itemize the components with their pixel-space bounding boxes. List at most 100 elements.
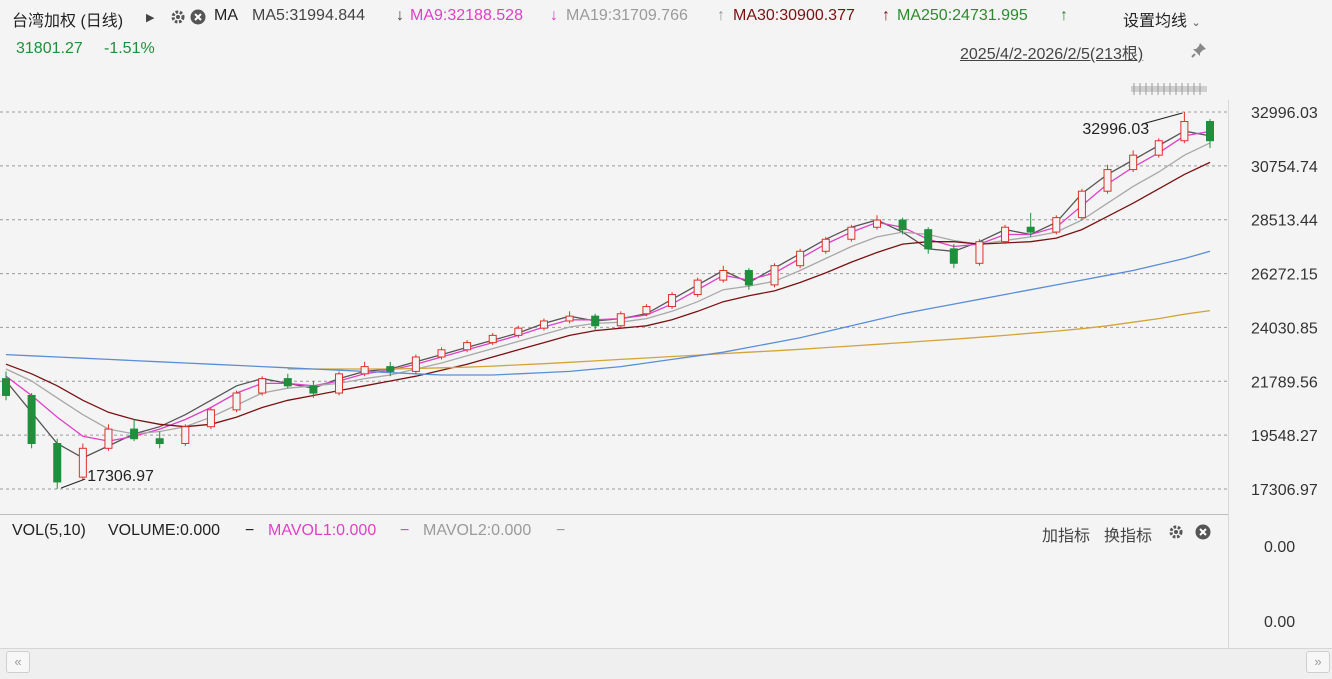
candle-body — [463, 342, 472, 351]
gear-icon[interactable] — [170, 9, 186, 30]
ma9-arrow: ↓ — [550, 7, 558, 24]
candle-body — [1180, 121, 1189, 142]
volume-value: VOLUME:0.000 — [108, 522, 221, 539]
max-label: 32996.03 — [1082, 121, 1149, 138]
candle-body — [821, 238, 830, 252]
y-tick-label: 24030.85 — [1251, 320, 1318, 337]
change-percent: -1.51% — [104, 40, 155, 57]
mavol2-dash: − — [556, 522, 566, 539]
candle-body — [514, 327, 523, 336]
ma-line-2 — [5, 142, 1211, 435]
candle-body — [258, 378, 267, 394]
candle-body — [155, 438, 164, 445]
time-axis — [0, 648, 1332, 679]
candle-body — [130, 428, 139, 440]
ma-line-3 — [5, 161, 1211, 428]
candle-body — [847, 226, 856, 240]
min-arrow — [61, 478, 86, 489]
min-label: 17306.97 — [87, 468, 154, 485]
ma-line-4 — [287, 309, 1211, 370]
ma-line-1 — [5, 130, 1211, 442]
candle-body — [949, 248, 958, 264]
y-tick-label: 28513.44 — [1251, 213, 1318, 230]
pin-icon[interactable] — [1190, 41, 1208, 64]
scroll-left-icon[interactable]: « — [6, 651, 30, 673]
settings-ma-button[interactable]: 设置均线 ⌄ — [1123, 7, 1201, 31]
candle-body — [27, 394, 36, 445]
candle-body — [1206, 121, 1214, 142]
ruler-icon — [1131, 82, 1207, 100]
candle-body — [78, 447, 87, 478]
ma5-value: MA5:31994.844 — [252, 7, 365, 24]
candle-body — [2, 378, 10, 396]
ma5-arrow: ↓ — [396, 7, 404, 24]
candle-body — [53, 443, 62, 483]
candle-body — [232, 392, 241, 411]
volume-gear-icon[interactable] — [1168, 524, 1184, 545]
scroll-right-icon[interactable]: » — [1306, 651, 1330, 673]
switch-indicator-button[interactable]: 换指标 — [1104, 528, 1153, 545]
candle-body — [104, 428, 113, 449]
date-range[interactable]: 2025/4/2-2026/2/5(213根) — [960, 46, 1144, 63]
candle-body — [616, 313, 625, 327]
vol-ytick-bottom: 0.00 — [1264, 614, 1296, 631]
y-tick-label: 21789.56 — [1251, 374, 1318, 391]
candle-body — [360, 366, 369, 375]
volume-close-icon[interactable] — [1195, 524, 1211, 545]
ma30-arrow: ↑ — [882, 7, 890, 24]
candle-body — [642, 306, 651, 315]
axis-separator — [1228, 100, 1229, 648]
y-tick-label: 32996.03 — [1251, 105, 1318, 122]
candle-body — [1026, 226, 1035, 233]
candle-body — [796, 250, 805, 267]
candle-body — [1077, 190, 1086, 219]
index-title[interactable]: 台湾加权 (日线) — [12, 13, 124, 30]
vol-ytick-top: 0.00 — [1264, 539, 1296, 556]
ma19-arrow: ↑ — [717, 7, 725, 24]
candle-body — [181, 426, 190, 445]
ma-line-5 — [5, 250, 1211, 376]
max-arrow — [1142, 112, 1183, 125]
candle-body — [437, 349, 446, 358]
ma-line-0 — [5, 130, 1211, 459]
ma250-arrow: ↑ — [1060, 7, 1068, 24]
candle-body — [1154, 140, 1163, 156]
ma-label: MA — [214, 7, 238, 24]
mavol1-dash: − — [400, 522, 410, 539]
ma250-value: MA250:24731.995 — [897, 7, 1028, 24]
candle-body — [1001, 226, 1010, 243]
candle-body — [283, 378, 292, 387]
candle-body — [565, 315, 574, 322]
candle-body — [770, 265, 779, 286]
y-tick-label: 17306.97 — [1251, 482, 1318, 499]
last-price: 31801.27 — [16, 40, 83, 57]
candle-body — [744, 269, 753, 286]
candle-body — [386, 366, 395, 372]
candle-body — [411, 356, 420, 372]
candle-body — [1129, 154, 1138, 171]
mavol1-value: MAVOL1:0.000 — [268, 522, 377, 539]
panel-divider — [0, 514, 1228, 515]
caret-right-icon[interactable]: ▶ — [146, 12, 155, 24]
candle-body — [975, 241, 984, 264]
candle-body — [924, 229, 933, 250]
settings-ma-label: 设置均线 — [1123, 13, 1188, 30]
ma30-value: MA30:30900.377 — [733, 7, 855, 24]
candle-body — [1103, 169, 1112, 192]
candle-body — [1052, 217, 1061, 233]
close-icon[interactable] — [190, 9, 206, 30]
ma9-value: MA9:32188.528 — [410, 7, 523, 24]
mavol2-value: MAVOL2:0.000 — [423, 522, 532, 539]
candle-body — [539, 320, 548, 329]
add-indicator-button[interactable]: 加指标 — [1042, 528, 1091, 545]
candle-body — [309, 385, 318, 394]
y-tick-label: 30754.74 — [1251, 159, 1318, 176]
vol-label: VOL(5,10) — [12, 522, 86, 539]
y-tick-label: 19548.27 — [1251, 428, 1318, 445]
candle-body — [719, 269, 728, 281]
ma19-value: MA19:31709.766 — [566, 7, 688, 24]
candle-body — [488, 334, 497, 344]
y-tick-label: 26272.15 — [1251, 267, 1318, 284]
candle-body — [898, 219, 907, 231]
